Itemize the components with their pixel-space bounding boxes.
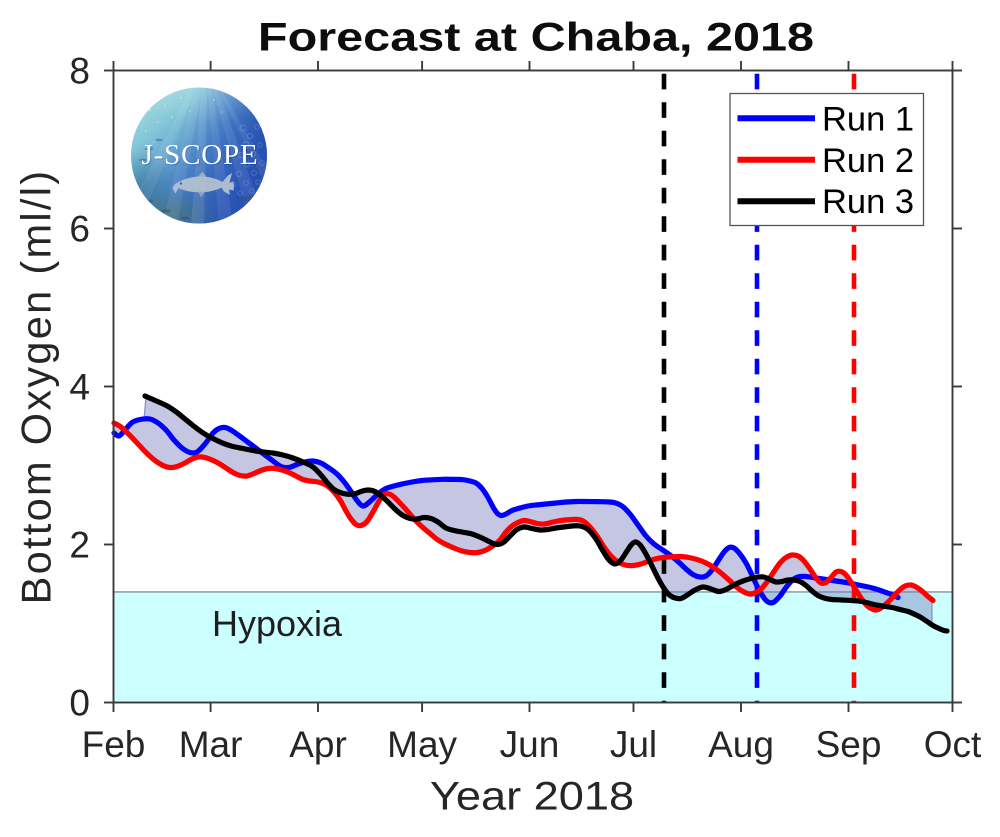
svg-text:Year 2018: Year 2018 [430, 774, 634, 819]
svg-text:Run 3: Run 3 [822, 183, 914, 221]
svg-text:Jun: Jun [500, 724, 560, 765]
svg-text:8: 8 [69, 51, 90, 92]
svg-text:Jul: Jul [610, 724, 657, 765]
svg-text:Hypoxia: Hypoxia [212, 603, 343, 644]
svg-text:Aug: Aug [708, 724, 774, 765]
svg-text:2: 2 [69, 525, 90, 566]
svg-text:May: May [387, 724, 457, 765]
svg-text:J-SCOPE: J-SCOPE [143, 140, 260, 172]
svg-text:Feb: Feb [82, 724, 146, 765]
svg-text:Apr: Apr [289, 724, 347, 765]
svg-text:0: 0 [69, 683, 90, 724]
svg-text:Run 2: Run 2 [822, 142, 914, 180]
svg-text:Run 1: Run 1 [822, 100, 914, 138]
svg-text:J-SCOPE: J-SCOPE [142, 139, 259, 171]
svg-text:Forecast at Chaba, 2018: Forecast at Chaba, 2018 [258, 16, 814, 60]
svg-text:Mar: Mar [179, 724, 243, 765]
svg-text:Bottom Oxygen (ml/l): Bottom Oxygen (ml/l) [13, 169, 60, 605]
svg-text:6: 6 [69, 209, 90, 250]
svg-text:Oct: Oct [924, 724, 982, 765]
svg-text:Sep: Sep [816, 724, 882, 765]
svg-text:4: 4 [69, 367, 90, 408]
